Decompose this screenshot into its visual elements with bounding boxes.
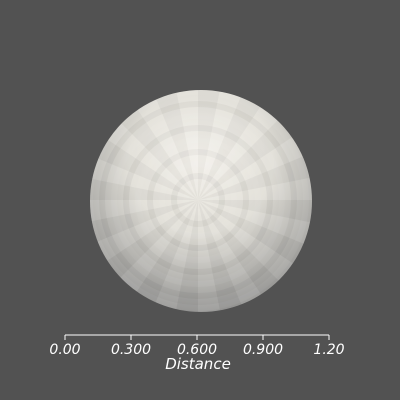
scale-bar-ticks: 0.00 0.300 0.600 0.900 1.20 — [49, 335, 345, 358]
scale-bar-title: Distance — [165, 355, 231, 373]
scale-bar: 0.00 0.300 0.600 0.900 1.20 Distance — [49, 334, 345, 373]
sphere-highlight — [130, 95, 270, 205]
scale-tick-label: 0.900 — [243, 342, 283, 358]
scale-tick-label: 0.00 — [49, 342, 80, 358]
mesh-wedge — [90, 200, 198, 229]
scale-tick-label: 0.300 — [111, 342, 151, 358]
mesh-wedge — [198, 200, 312, 256]
scale-tick-label: 0.600 — [177, 342, 217, 358]
mesh-wedge — [198, 200, 227, 312]
mesh-ring — [90, 90, 309, 311]
sphere-object — [90, 90, 312, 312]
scale-tick-label: 1.20 — [313, 342, 344, 358]
